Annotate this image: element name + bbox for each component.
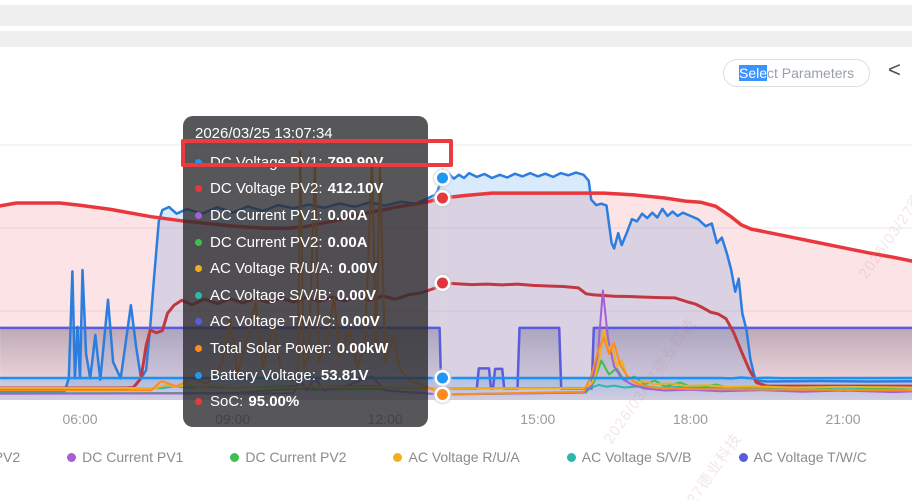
tooltip-row-label: DC Voltage PV2: — [210, 180, 323, 198]
legend-label: DC Current PV2 — [245, 449, 347, 465]
legend-color-dot — [67, 452, 77, 462]
tooltip-row: AC Voltage T/W/C: 0.00V — [195, 309, 416, 336]
tooltip-row-value: 0.00A — [327, 233, 368, 251]
tooltip-row-value: 412.10V — [327, 180, 384, 198]
chart-legend: DC Voltage PV2 DC Current PV1 DC Current P… — [0, 449, 867, 465]
tooltip-row: Battery Voltage: 53.81V — [195, 362, 416, 389]
series-color-dot — [195, 185, 202, 193]
series-color-dot — [195, 265, 202, 273]
toolbar-row-2 — [0, 31, 912, 47]
legend-item-dc-current-pv1[interactable]: DC Current PV1 — [67, 449, 183, 465]
series-lines — [0, 150, 912, 396]
tooltip-row: Total Solar Power: 0.00kW — [195, 335, 416, 362]
toolbar-row-1 — [0, 5, 912, 26]
legend-item-ac-voltage-s-v-b[interactable]: AC Voltage S/V/B — [566, 449, 692, 465]
legend-color-dot — [393, 452, 403, 462]
tooltip-row: SoC: 95.00% — [195, 388, 416, 415]
legend-label: AC Voltage T/W/C — [753, 449, 867, 465]
legend-item-ac-voltage-t-w-c[interactable]: AC Voltage T/W/C — [738, 449, 867, 465]
legend-item-dc-current-pv2[interactable]: DC Current PV2 — [230, 449, 346, 465]
legend-label: DC Voltage PV2 — [0, 449, 21, 465]
series-color-dot — [195, 158, 202, 166]
x-axis-label: 06:00 — [62, 411, 98, 427]
tooltip-row: DC Current PV2: 0.00A — [195, 229, 416, 256]
series-line-battery_voltage — [0, 376, 912, 380]
chevron-left-icon[interactable]: < — [888, 57, 901, 82]
series-color-dot — [195, 318, 202, 326]
tooltip-row-value: 53.81V — [320, 366, 369, 384]
tooltip-row-label: AC Voltage T/W/C: — [210, 313, 336, 331]
series-color-dot — [195, 371, 202, 379]
chart-tooltip: 2026/03/25 13:07:34 DC Voltage PV1: 799.9… — [183, 116, 428, 427]
tooltip-row-label: AC Voltage R/U/A: — [210, 260, 334, 278]
x-axis-label: 21:00 — [825, 411, 861, 427]
tooltip-row-label: Battery Voltage: — [210, 366, 316, 384]
series-color-dot — [195, 211, 202, 219]
crosshair-marker — [436, 172, 448, 184]
series-color-dot — [195, 291, 202, 299]
legend-label: DC Current PV1 — [82, 449, 184, 465]
tooltip-row-value: 95.00% — [248, 393, 300, 411]
tooltip-row: AC Voltage S/V/B: 0.00V — [195, 282, 416, 309]
tooltip-row-label: SoC: — [210, 393, 244, 411]
tooltip-row: AC Voltage R/U/A: 0.00V — [195, 255, 416, 282]
button-label-rest: ct Parameters — [767, 65, 855, 81]
tooltip-row-label: DC Voltage PV1: — [210, 153, 323, 171]
crosshair — [432, 168, 453, 405]
select-parameters-button[interactable]: Select Parameters — [723, 59, 871, 87]
series-color-dot — [195, 344, 202, 352]
tooltip-row: DC Voltage PV1: 799.90V — [195, 149, 416, 176]
series-fills — [0, 172, 912, 400]
tooltip-row-label: DC Current PV2: — [210, 233, 323, 251]
tooltip-row-value: 0.00A — [327, 206, 368, 224]
series-line-soc — [0, 191, 912, 263]
legend-item-ac-voltage-r-u-a[interactable]: AC Voltage R/U/A — [393, 449, 520, 465]
tooltip-row-label: Total Solar Power: — [210, 339, 332, 357]
tooltip-row-value: 0.00kW — [336, 339, 389, 357]
crosshair-marker — [436, 192, 448, 204]
series-color-dot — [195, 398, 202, 406]
tooltip-row-label: DC Current PV1: — [210, 206, 323, 224]
tooltip-row-value: 0.00V — [336, 286, 376, 304]
legend-color-dot — [230, 452, 240, 462]
series-color-dot — [195, 238, 202, 246]
tooltip-row: DC Voltage PV2: 412.10V — [195, 176, 416, 203]
legend-color-dot — [738, 452, 748, 462]
x-axis-label: 15:00 — [520, 411, 556, 427]
legend-label: AC Voltage R/U/A — [408, 449, 520, 465]
tooltip-row-value: 0.00V — [340, 313, 380, 331]
tooltip-row: DC Current PV1: 0.00A — [195, 202, 416, 229]
legend-item-dc-voltage-pv2[interactable]: DC Voltage PV2 — [0, 449, 20, 465]
legend-color-dot — [566, 452, 576, 462]
tooltip-row-value: 799.90V — [327, 153, 384, 171]
x-axis-label: 18:00 — [672, 411, 708, 427]
crosshair-marker — [436, 372, 448, 384]
tooltip-timestamp: 2026/03/25 13:07:34 — [195, 125, 333, 142]
tooltip-row-label: AC Voltage S/V/B: — [210, 286, 332, 304]
legend-label: AC Voltage S/V/B — [581, 449, 692, 465]
crosshair-marker — [436, 389, 448, 400]
crosshair-marker — [436, 277, 448, 289]
highlight-box-fill — [428, 143, 450, 164]
tooltip-row-value: 0.00V — [338, 260, 378, 278]
selected-text: Sele — [739, 65, 768, 81]
